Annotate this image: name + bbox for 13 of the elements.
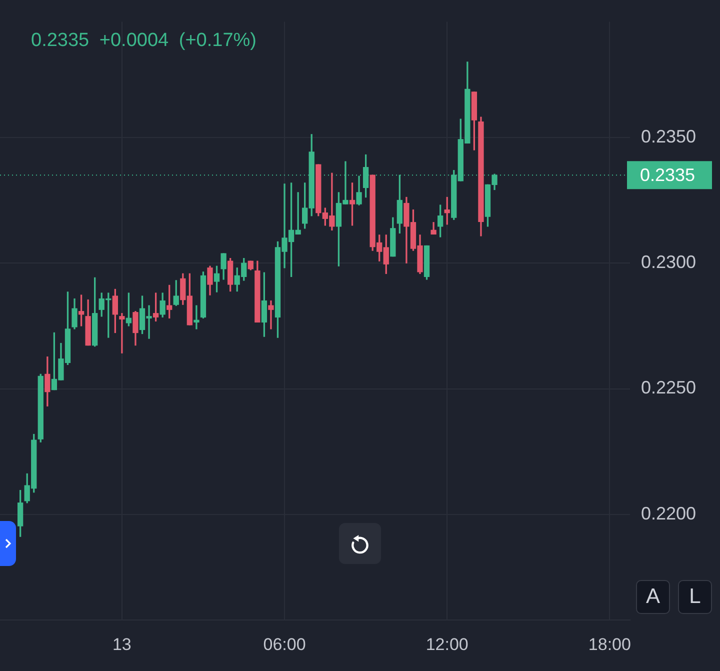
y-tick-label: 0.2300: [641, 252, 696, 272]
candlestick: [194, 305, 200, 330]
x-tick-label: 18:00: [588, 634, 631, 654]
candlestick: [119, 313, 125, 354]
y-tick-label: 0.2250: [641, 378, 696, 398]
chart-subtitle: 0.2335 +0.0004 (+0.17%): [31, 30, 257, 52]
y-tick-label: 0.2200: [641, 503, 696, 524]
y-tick-label: 0.2350: [641, 126, 696, 146]
candlestick: [268, 300, 274, 330]
x-tick-label: 13: [112, 634, 132, 654]
x-tick-label: 12:00: [426, 634, 468, 654]
ref-line-label: 0.2335: [640, 165, 696, 186]
x-tick-label: 06:00: [263, 634, 306, 654]
